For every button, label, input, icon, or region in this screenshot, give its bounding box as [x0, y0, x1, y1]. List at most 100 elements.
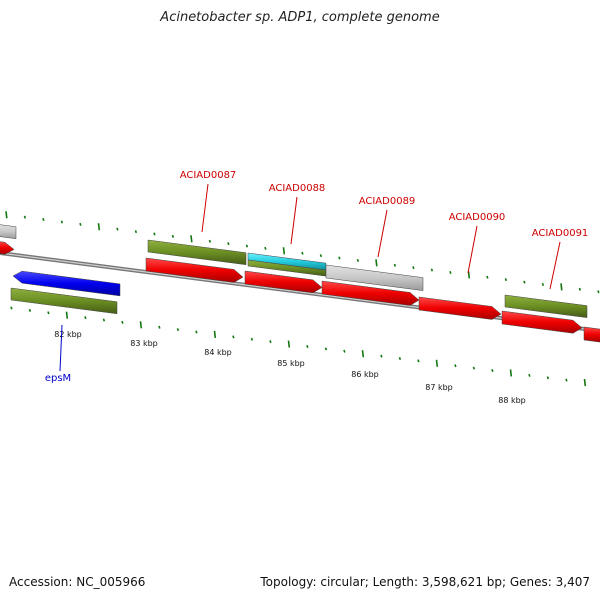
accession-text: Accession: NC_005966: [9, 575, 146, 589]
epsM-gene-arrow: [12, 270, 121, 297]
lower-tick: [10, 306, 13, 310]
lower-tick: [509, 369, 513, 377]
upper-tick: [338, 256, 341, 260]
leader-line: [549, 241, 561, 290]
upper-tick: [578, 287, 582, 291]
upper-tick: [301, 251, 304, 255]
upper-tick: [171, 234, 175, 238]
upper-tick: [134, 230, 138, 234]
genome-stats-text: Topology: circular; Length: 3,598,621 bp…: [260, 575, 590, 589]
kbp-label: 86 kbp: [351, 370, 379, 379]
gene-label-ACIAD0091: ACIAD0091: [532, 228, 589, 239]
tick-marks: [5, 211, 600, 387]
upper-tick: [356, 258, 360, 262]
lower-tick: [269, 340, 272, 344]
upper-tick: [375, 259, 378, 267]
kbp-label: 85 kbp: [277, 359, 305, 368]
lower-tick: [28, 308, 32, 312]
upper-tick: [153, 232, 156, 236]
upper-tick: [208, 239, 212, 243]
gray-feature: [325, 264, 424, 291]
lower-tick: [417, 359, 420, 363]
lower-tick: [176, 328, 180, 332]
kbp-label: 83 kbp: [130, 339, 158, 348]
cds-arrow: [501, 310, 583, 334]
genome-title: Acinetobacter sp. ADP1, complete genome: [160, 10, 440, 25]
lower-tick: [84, 316, 87, 320]
upper-tick: [523, 280, 526, 284]
upper-tick: [79, 222, 82, 226]
lower-tick: [546, 376, 550, 380]
upper-tick: [486, 275, 489, 279]
kbp-label: 84 kbp: [204, 348, 232, 357]
cds-arrow: [321, 280, 420, 306]
gene-feature: [147, 239, 247, 266]
lower-tick: [47, 311, 50, 315]
kbp-label: 87 kbp: [425, 383, 453, 392]
lower-tick: [454, 364, 457, 368]
upper-tick: [597, 290, 600, 294]
lower-tick: [232, 335, 235, 339]
kbp-label: 88 kbp: [498, 396, 526, 405]
gray-feature: [0, 224, 17, 240]
leader-line: [59, 324, 63, 372]
upper-tick: [116, 227, 119, 231]
upper-tick: [97, 223, 101, 231]
lower-tick: [158, 325, 161, 329]
lower-tick: [491, 369, 494, 373]
lower-tick: [380, 354, 383, 358]
upper-tick: [245, 244, 249, 248]
lower-tick: [65, 311, 69, 319]
upper-tick: [42, 218, 45, 222]
feature-labels: 82 kbp 83 kbp 84 kbp 85 kbp 86 kbp 87 kbp 88 k…: [45, 170, 588, 405]
lower-tick: [213, 330, 217, 339]
upper-tick: [467, 271, 471, 279]
leader-line: [467, 225, 478, 274]
cds-arrow: [418, 296, 502, 320]
lower-tick: [306, 344, 309, 348]
upper-tick: [412, 266, 415, 270]
leader-line: [377, 209, 388, 258]
upper-tick: [560, 283, 563, 291]
lower-tick: [139, 321, 143, 329]
lower-tick: [195, 330, 198, 334]
gene-feature: [504, 294, 588, 318]
lower-tick: [250, 337, 254, 341]
upper-tick: [23, 215, 27, 219]
gene-label-epsM: epsM: [45, 373, 71, 384]
lower-tick: [324, 347, 328, 351]
upper-tick: [5, 211, 8, 219]
upper-tick: [60, 220, 64, 224]
lower-tick: [102, 318, 106, 322]
gene-features: [0, 224, 600, 343]
upper-tick: [393, 263, 397, 267]
lower-tick: [565, 378, 568, 382]
gene-label-ACIAD0089: ACIAD0089: [359, 196, 416, 207]
lower-tick: [121, 320, 124, 324]
backbone-highlight: [0, 252, 600, 332]
cds-arrow: [0, 241, 15, 255]
upper-tick: [504, 278, 508, 282]
lower-tick: [343, 349, 346, 353]
upper-tick: [541, 282, 545, 286]
lower-tick: [583, 378, 587, 387]
lower-tick: [528, 373, 531, 377]
upper-tick: [190, 235, 193, 243]
leader-line: [201, 183, 209, 233]
gene-label-ACIAD0087: ACIAD0087: [180, 170, 237, 181]
leader-line: [290, 196, 298, 245]
lower-tick: [435, 359, 439, 367]
upper-tick: [319, 254, 323, 258]
cds-arrow: [145, 257, 244, 283]
lower-tick: [287, 340, 291, 348]
kbp-label: 82 kbp: [54, 330, 82, 339]
gene-label-ACIAD0088: ACIAD0088: [269, 183, 326, 194]
gene-feature: [10, 287, 118, 315]
genome-backbone: [0, 251, 600, 333]
gene-label-ACIAD0090: ACIAD0090: [449, 212, 506, 223]
upper-tick: [227, 242, 230, 246]
upper-tick: [264, 246, 267, 250]
lower-tick: [361, 350, 365, 358]
upper-tick: [449, 270, 452, 274]
